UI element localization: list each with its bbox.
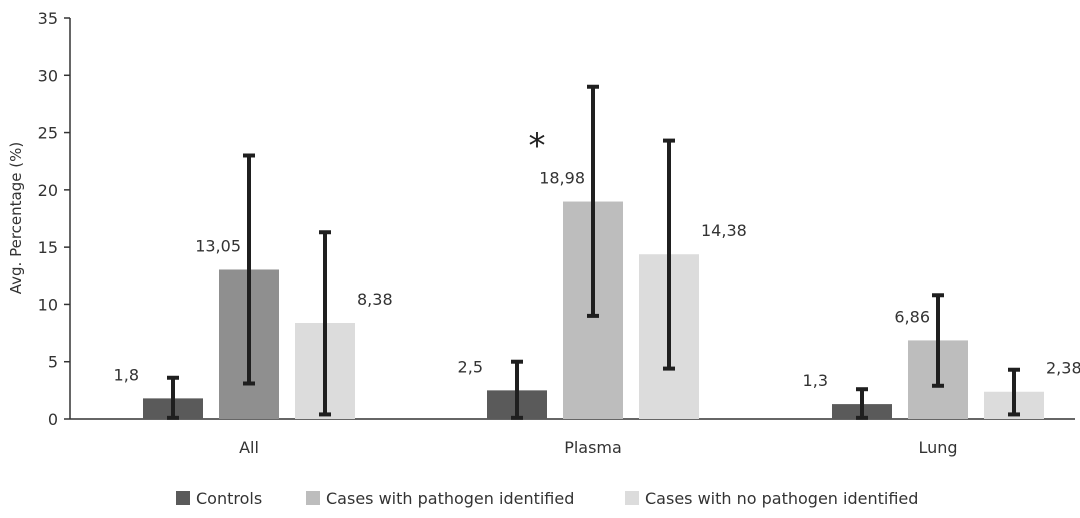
y-tick-label: 5 [48, 353, 58, 372]
category-label-plasma: Plasma [564, 438, 622, 457]
y-tick-label: 35 [38, 9, 58, 28]
data-labels: 1,8 13,05 8,38 2,5 18,98 14,38 1,3 6,86 2,38 [114, 169, 1080, 391]
legend-swatch-2 [625, 491, 639, 505]
data-label-lung-series-1: 6,86 [894, 307, 930, 326]
data-label-lung-series-2: 2,38 [1046, 359, 1080, 378]
data-label-plasma-series-2: 14,38 [701, 221, 747, 240]
category-label-all: All [239, 438, 259, 457]
y-axis-title-group: Avg. Percentage (%) [7, 142, 25, 294]
category-labels: All Plasma Lung [239, 438, 957, 457]
y-tick-label: 0 [48, 410, 58, 429]
data-label-lung-series-0: 1,3 [803, 371, 828, 390]
significance-star: * [529, 126, 546, 166]
legend-swatch-1 [306, 491, 320, 505]
y-tick-label: 10 [38, 295, 58, 314]
error-bars [167, 84, 1020, 420]
y-tick-label: 30 [38, 66, 58, 85]
legend: Controls Cases with pathogen identified Ca… [176, 489, 918, 508]
y-tick-label: 15 [38, 238, 58, 257]
data-label-plasma-series-0: 2,5 [458, 357, 483, 376]
legend-swatch-0 [176, 491, 190, 505]
data-label-all-series-1: 13,05 [195, 236, 241, 255]
category-label-lung: Lung [918, 438, 957, 457]
y-tick-label: 25 [38, 124, 58, 143]
legend-label-2: Cases with no pathogen identified [645, 489, 918, 508]
y-axis-title: Avg. Percentage (%) [7, 142, 25, 294]
legend-label-0: Controls [196, 489, 262, 508]
annotations: * [529, 126, 546, 166]
data-label-plasma-series-1: 18,98 [539, 169, 585, 188]
data-label-all-series-0: 1,8 [114, 365, 139, 384]
legend-label-1: Cases with pathogen identified [326, 489, 574, 508]
data-label-all-series-2: 8,38 [357, 290, 393, 309]
y-tick-label: 20 [38, 181, 58, 200]
